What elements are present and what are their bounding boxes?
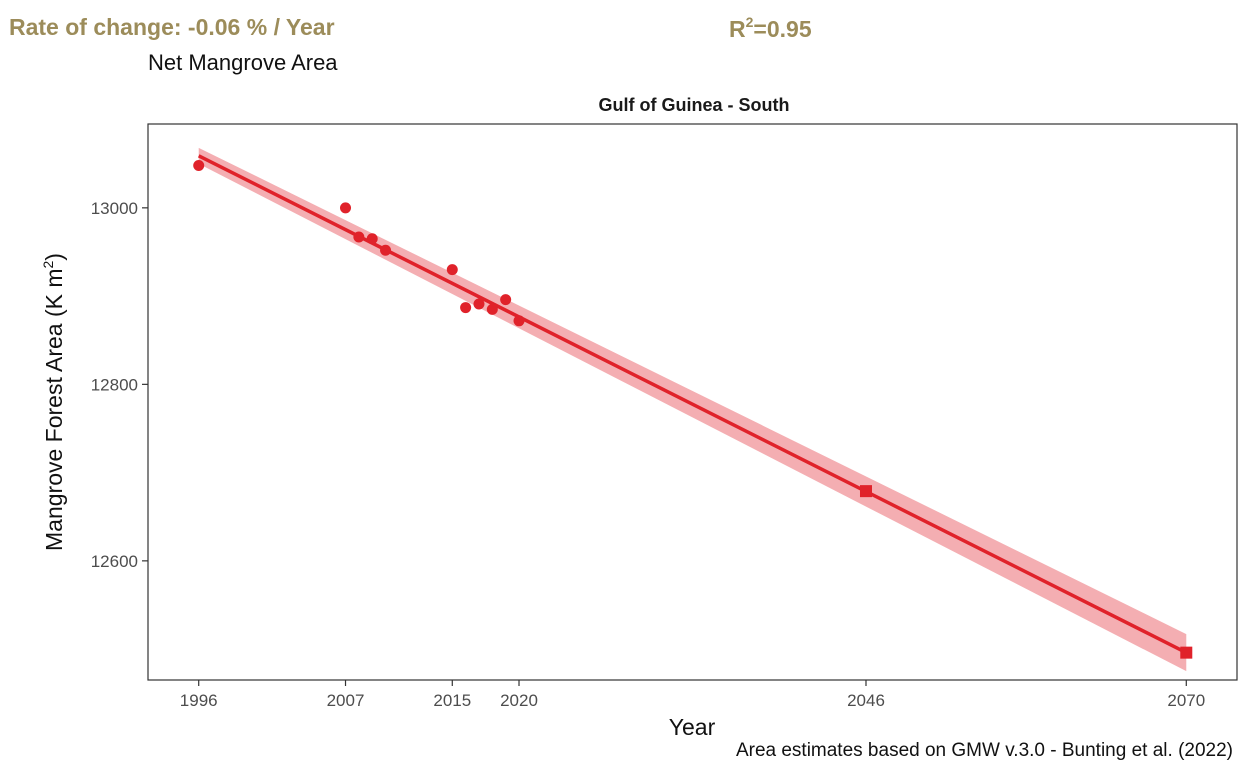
y-tick-label-12600: 12600 bbox=[91, 552, 138, 571]
rate-of-change-label: Rate of change: -0.06 % / Year bbox=[9, 14, 335, 40]
data-point-2018 bbox=[486, 303, 498, 315]
trend-line bbox=[197, 154, 1188, 655]
r-squared-prefix: R bbox=[729, 16, 746, 42]
projection-point-2070 bbox=[1180, 646, 1193, 659]
data-point-2016 bbox=[460, 302, 472, 314]
x-tick-label-2046: 2046 bbox=[847, 691, 885, 710]
x-tick-label-2020: 2020 bbox=[500, 691, 538, 710]
trend-line-layer bbox=[197, 154, 1188, 655]
r-squared-label: R2=0.95 bbox=[729, 14, 812, 43]
data-points-layer bbox=[193, 159, 1193, 659]
x-tick-label-2070: 2070 bbox=[1167, 691, 1205, 710]
y-axis-title: Mangrove Forest Area (K m2) bbox=[40, 253, 67, 551]
mangrove-area-chart: Gulf of Guinea - South 1996 2007 2015 2020 2… bbox=[40, 95, 1238, 740]
y-axis-title-sup: 2 bbox=[40, 260, 56, 268]
x-axis: 1996 2007 2015 2020 2046 2070 bbox=[180, 680, 1205, 710]
y-axis-title-end: ) bbox=[41, 253, 67, 261]
r-squared-value: =0.95 bbox=[753, 16, 812, 42]
confidence-ribbon-layer bbox=[198, 147, 1187, 672]
data-point-2010 bbox=[380, 244, 392, 256]
chart-subtitle: Net Mangrove Area bbox=[148, 50, 338, 75]
y-axis-title-main: Mangrove Forest Area (K m bbox=[41, 268, 67, 551]
data-point-2007 bbox=[340, 202, 352, 214]
panel-title: Gulf of Guinea - South bbox=[599, 95, 790, 115]
x-tick-label-1996: 1996 bbox=[180, 691, 218, 710]
y-axis: 12600 12800 13000 bbox=[91, 199, 148, 571]
x-tick-label-2015: 2015 bbox=[433, 691, 471, 710]
data-point-2020 bbox=[513, 315, 525, 327]
data-point-1996 bbox=[193, 159, 205, 171]
x-tick-label-2007: 2007 bbox=[327, 691, 365, 710]
confidence-ribbon bbox=[198, 147, 1187, 672]
y-tick-label-12800: 12800 bbox=[91, 375, 138, 394]
x-axis-title: Year bbox=[669, 714, 716, 740]
r-squared-superscript: 2 bbox=[745, 14, 754, 30]
y-tick-label-13000: 13000 bbox=[91, 199, 138, 218]
data-point-2008 bbox=[353, 231, 365, 243]
plot-panel bbox=[147, 123, 1238, 681]
projection-point-2046 bbox=[859, 485, 872, 498]
data-point-2015 bbox=[446, 264, 458, 276]
source-caption: Area estimates based on GMW v.3.0 - Bunt… bbox=[735, 740, 1233, 761]
data-point-2009 bbox=[366, 233, 378, 245]
data-point-2019 bbox=[500, 294, 512, 306]
data-point-2017 bbox=[473, 298, 485, 310]
